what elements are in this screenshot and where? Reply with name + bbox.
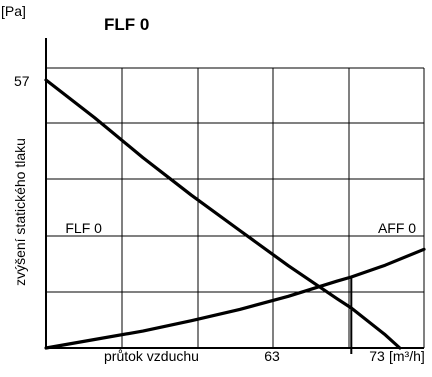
series-lines <box>44 78 426 354</box>
chart-title: FLF 0 <box>104 15 149 34</box>
y-tick-label-57: 57 <box>14 73 30 89</box>
x-axis-label: průtok vzduchu <box>104 348 199 364</box>
x-tick-label-73: 73 <box>369 348 385 364</box>
series-line-0 <box>44 78 402 350</box>
y-axis-unit: [Pa] <box>1 3 26 19</box>
axes <box>45 38 424 349</box>
x-tick-label-63: 63 <box>264 348 280 364</box>
series-label-aff0: AFF 0 <box>378 220 416 236</box>
series-label-flf0: FLF 0 <box>65 220 102 236</box>
grid <box>46 67 425 348</box>
y-axis-label: zvýšení statického tlaku <box>12 138 28 286</box>
series-line-1 <box>44 247 426 350</box>
x-axis-unit: [m³/h] <box>389 348 425 364</box>
